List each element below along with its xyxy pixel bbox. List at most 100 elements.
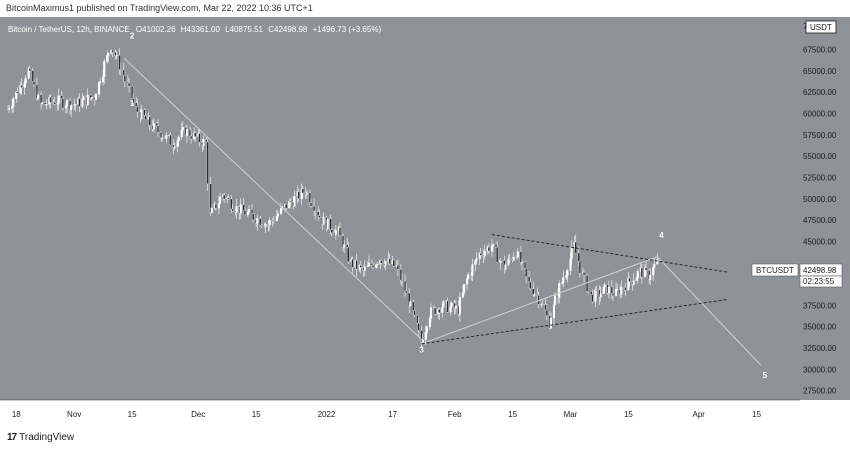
candle-body bbox=[16, 91, 19, 94]
candle-body bbox=[602, 287, 605, 294]
candle-body bbox=[384, 261, 387, 266]
candle-body bbox=[396, 265, 399, 270]
candle-body bbox=[256, 218, 259, 224]
candle-body bbox=[388, 258, 391, 264]
candle-body bbox=[132, 98, 135, 103]
wave-labels-group: 1 2 3 4 5 bbox=[130, 31, 768, 380]
price-axis[interactable]: 7 USDT 27500.00 30000.00 32500.00 35000.00 3… bbox=[803, 20, 837, 396]
candle-body bbox=[259, 218, 262, 226]
time-tick-label: 17 bbox=[388, 410, 397, 419]
legend-high: 43361.00 bbox=[187, 25, 221, 34]
candle-body bbox=[194, 132, 197, 137]
tradingview-logo[interactable]: 17 TradingView bbox=[7, 432, 74, 443]
candle-body bbox=[636, 271, 639, 279]
time-axis[interactable]: 18 Nov 15 Dec 15 2022 17 Feb 15 Mar 15 Apr 15 bbox=[0, 399, 850, 427]
candle-body bbox=[279, 208, 283, 214]
candle-body bbox=[268, 220, 271, 225]
wave-trendline bbox=[421, 256, 658, 345]
last-price-tag: BTCUSDT 42498.98 02:23:55 bbox=[751, 263, 843, 288]
candle-body bbox=[106, 55, 109, 62]
price-tick-label: 30000.00 bbox=[803, 365, 837, 374]
candle-body bbox=[624, 287, 627, 291]
trendlines-group bbox=[123, 57, 762, 366]
candle-body bbox=[532, 288, 535, 295]
candle-body bbox=[376, 263, 379, 266]
time-tick-label: 15 bbox=[624, 410, 633, 419]
candle-body bbox=[90, 97, 93, 99]
legend-change: +1496.73 (+3.65%) bbox=[313, 25, 382, 34]
price-tick-label: 57500.00 bbox=[803, 131, 837, 140]
time-tick-label: 2022 bbox=[318, 410, 336, 419]
tv-logo-mark: 17 bbox=[7, 432, 17, 443]
candle-body bbox=[86, 94, 89, 105]
candle-body bbox=[15, 91, 18, 99]
candle-body bbox=[519, 251, 522, 263]
price-tick-label: 52500.00 bbox=[803, 173, 837, 182]
chart-legend: Bitcoin / TetherUS, 12h, BINANCE O41002.… bbox=[8, 25, 381, 34]
candle-body bbox=[317, 211, 320, 216]
candle-body bbox=[355, 260, 358, 270]
candle-body bbox=[441, 306, 444, 313]
candle-body bbox=[338, 227, 342, 237]
candle-body bbox=[161, 137, 164, 139]
candle-body bbox=[176, 140, 179, 147]
candle-body bbox=[558, 283, 561, 298]
candle-body bbox=[118, 55, 121, 70]
candle-body bbox=[454, 305, 457, 309]
candle-body bbox=[264, 224, 267, 228]
candle-body bbox=[525, 268, 528, 277]
candle-body bbox=[308, 192, 311, 203]
candle-body bbox=[610, 286, 613, 294]
time-tick-label: 18 bbox=[12, 410, 21, 419]
candle-body bbox=[188, 129, 192, 137]
price-tick-label: 62500.00 bbox=[803, 88, 837, 97]
candle-body bbox=[595, 289, 598, 291]
candle-body bbox=[305, 192, 308, 195]
candle-body bbox=[603, 284, 606, 288]
wave-label: 4 bbox=[659, 231, 664, 240]
price-tick-label: 47500.00 bbox=[803, 216, 837, 225]
candle-body bbox=[562, 277, 565, 283]
candle-body bbox=[449, 306, 452, 313]
price-tick-label: 50000.00 bbox=[803, 195, 837, 204]
price-tick-label: 35000.00 bbox=[803, 323, 837, 332]
time-tick-label: Dec bbox=[191, 410, 205, 419]
price-tag-value: 42498.98 bbox=[803, 266, 837, 275]
candle-body bbox=[217, 203, 220, 209]
candle-body bbox=[490, 245, 493, 252]
candle-body bbox=[28, 68, 31, 71]
candle-body bbox=[227, 197, 230, 200]
candle-body bbox=[155, 122, 158, 126]
candle-body bbox=[346, 244, 349, 248]
candle-body bbox=[429, 307, 433, 319]
candle-body bbox=[450, 302, 453, 307]
candle-body bbox=[32, 81, 35, 85]
candle-body bbox=[190, 135, 193, 139]
price-tick-label: 60000.00 bbox=[803, 109, 837, 118]
wave-trendline bbox=[657, 256, 762, 366]
candle-body bbox=[177, 136, 180, 142]
candle-body bbox=[97, 81, 101, 95]
candle-body bbox=[413, 310, 416, 316]
candle-body bbox=[649, 275, 652, 280]
candle-body bbox=[329, 218, 332, 230]
candle-body bbox=[206, 141, 209, 184]
candle-body bbox=[591, 294, 594, 302]
candle-body bbox=[53, 102, 56, 105]
candle-body bbox=[180, 129, 183, 138]
candle-body bbox=[412, 301, 415, 311]
price-chart[interactable]: 1 2 3 4 5 Bitcoin / TetherUS, 12h, BINANCE O… bbox=[0, 17, 850, 427]
symbol-tag bbox=[751, 263, 799, 277]
symbol-tag-label: BTCUSDT bbox=[756, 266, 794, 275]
legend-close: 42498.98 bbox=[274, 25, 308, 34]
candle-body bbox=[508, 258, 511, 260]
candle-body bbox=[37, 94, 40, 99]
candle-body bbox=[276, 213, 279, 217]
candle-body bbox=[537, 295, 540, 305]
candle-body bbox=[82, 96, 85, 100]
candle-body bbox=[209, 183, 212, 213]
candle-body bbox=[223, 194, 226, 200]
currency-badge[interactable] bbox=[805, 20, 837, 34]
chart-background bbox=[0, 17, 850, 427]
candle-body bbox=[343, 244, 346, 248]
